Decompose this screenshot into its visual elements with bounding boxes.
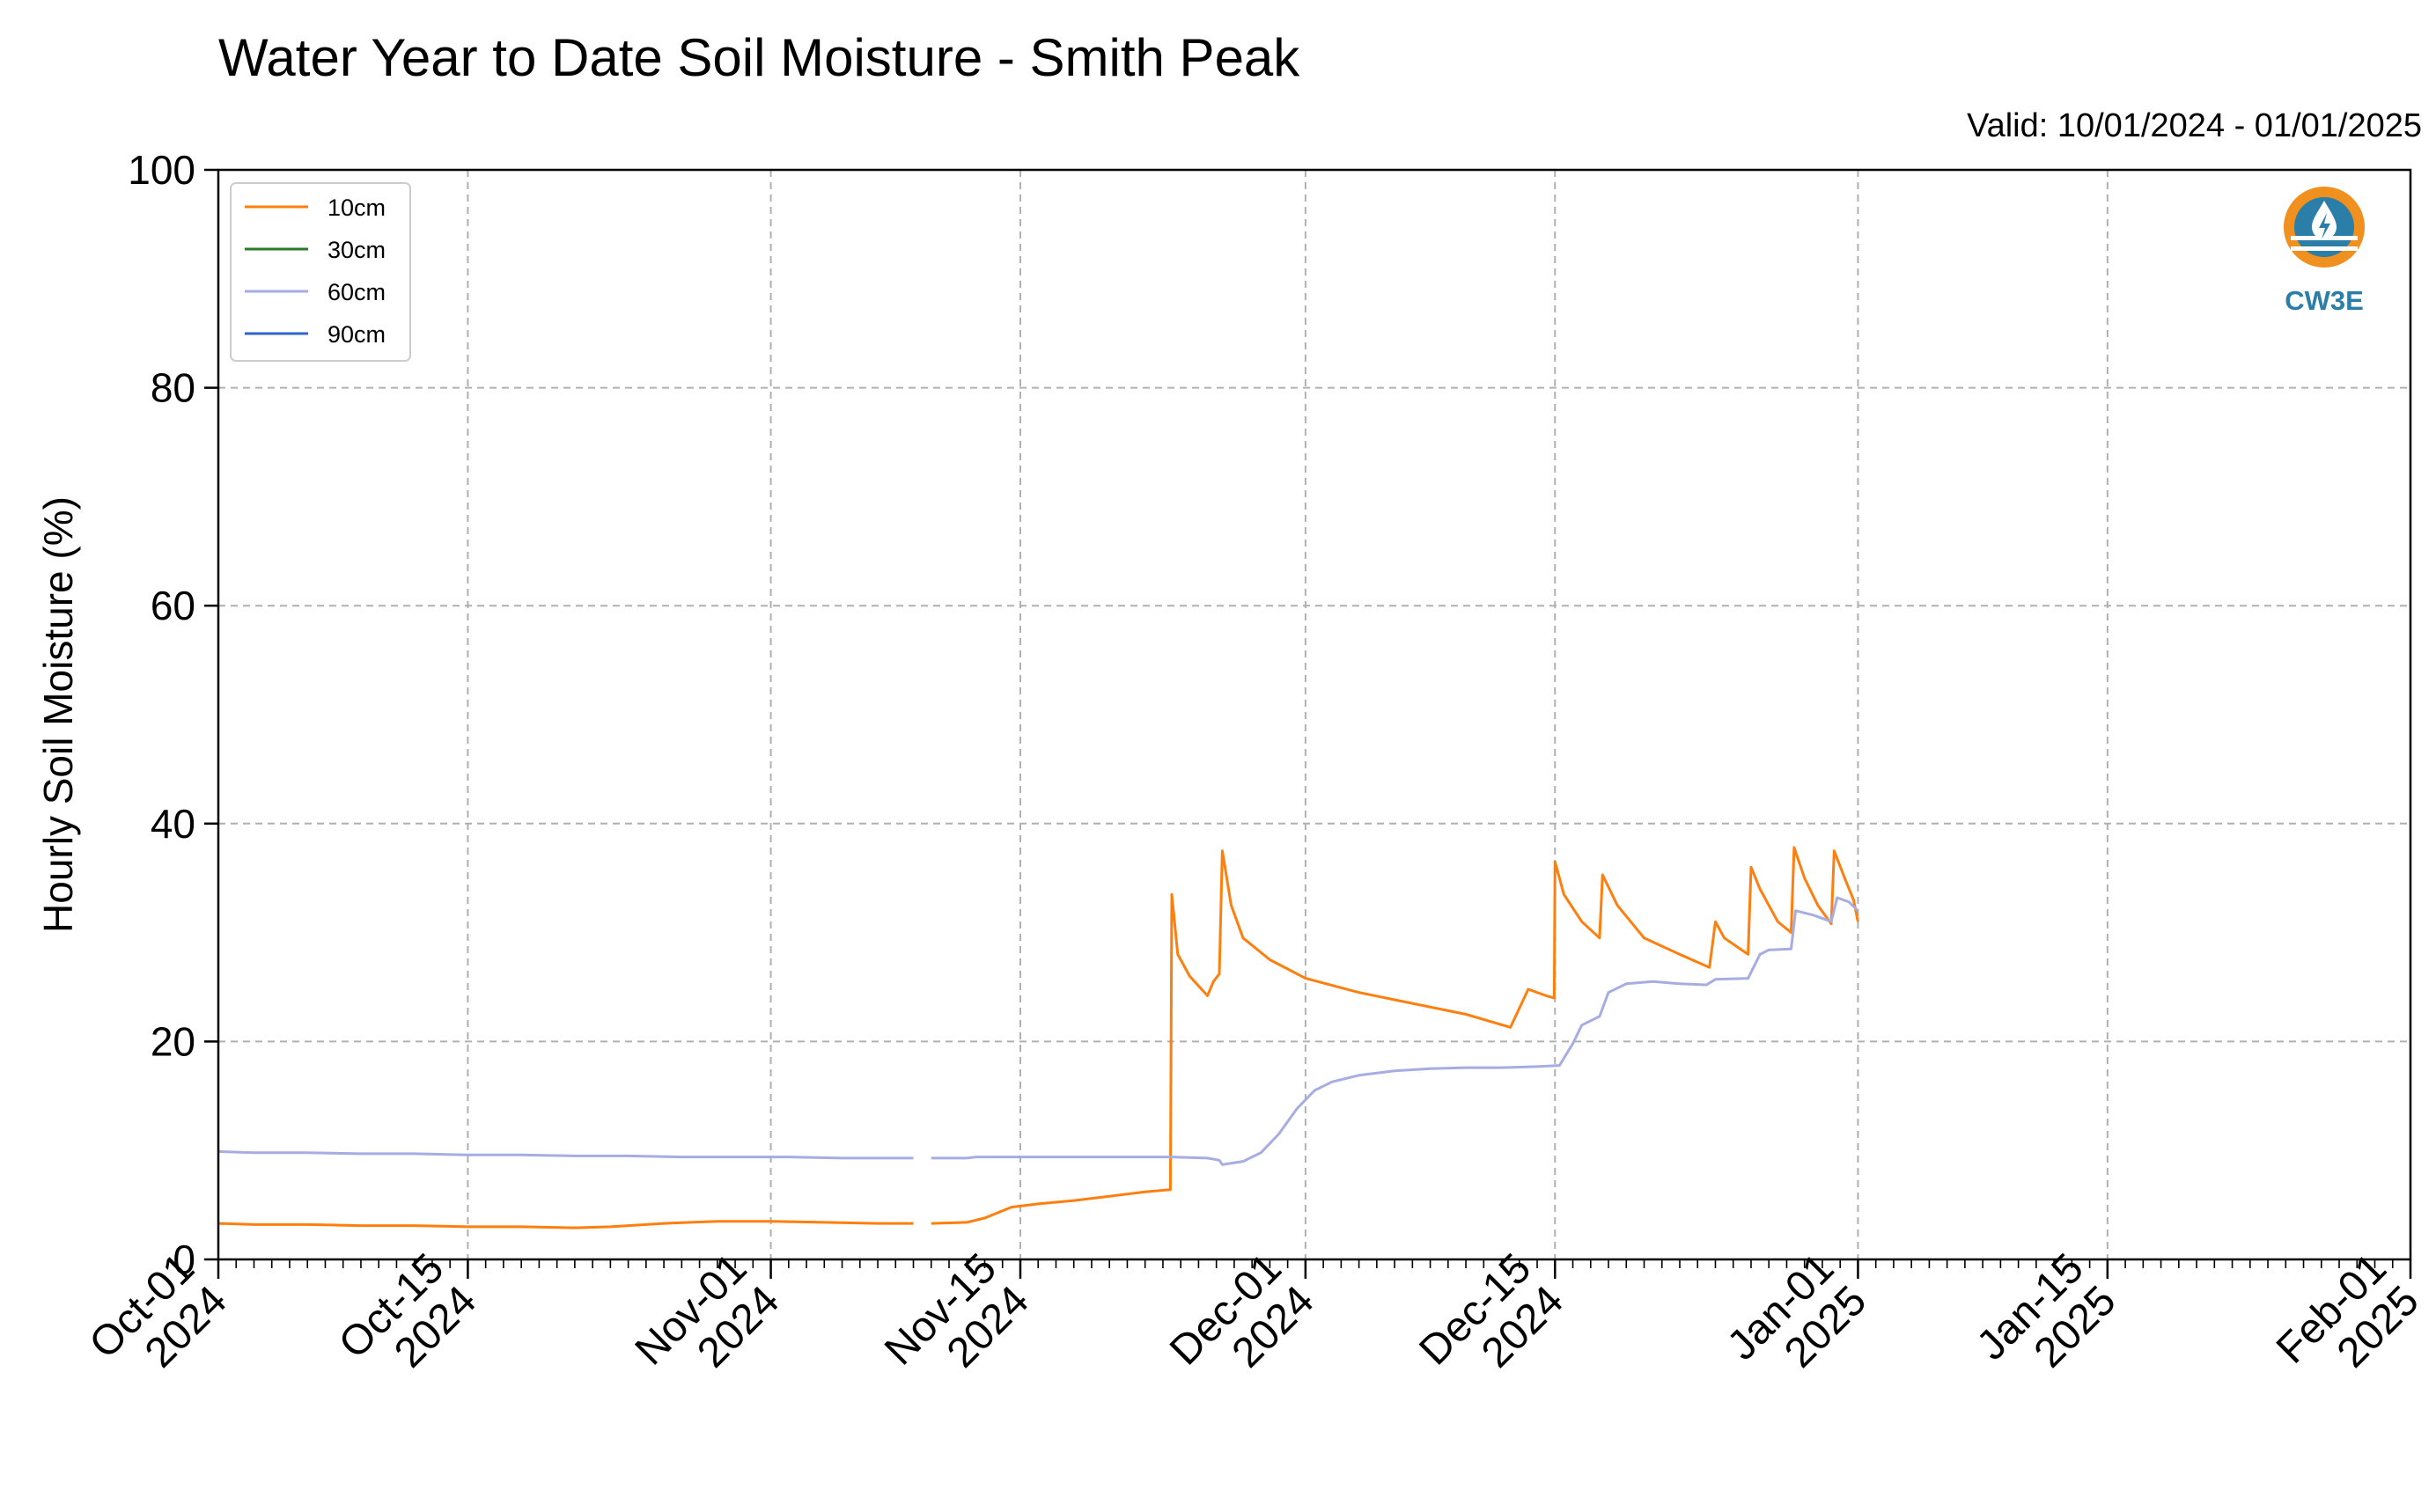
y-axis-label: Hourly Soil Moisture (%) (35, 496, 81, 933)
legend-entry-30cm: 30cm (245, 237, 386, 263)
y-tick-label: 20 (151, 1018, 195, 1064)
legend-entry-60cm: 60cm (245, 279, 386, 305)
series-lines (217, 846, 1859, 1229)
series-line-10cm (217, 846, 1859, 1229)
legend-entry-10cm: 10cm (245, 195, 386, 221)
legend-box (230, 182, 411, 362)
logo-wave-icon-2 (2291, 246, 2358, 251)
legend-label-30cm: 30cm (327, 237, 386, 263)
y-tick-label: 0 (173, 1237, 195, 1282)
lightning-icon (2319, 213, 2330, 239)
legend-label-90cm: 90cm (327, 321, 386, 348)
y-tick-label: 40 (151, 801, 195, 847)
cw3e-logo: CW3E (2284, 187, 2365, 316)
legend: 10cm 30cm 60cm 90cm (230, 182, 411, 362)
valid-date-range: Valid: 10/01/2024 - 01/01/2025 (1967, 107, 2422, 144)
y-tick-label: 80 (151, 365, 195, 411)
grid (217, 169, 2411, 1260)
logo-text: CW3E (2285, 285, 2364, 316)
y-tick-label: 60 (151, 583, 195, 628)
chart-title: Water Year to Date Soil Moisture - Smith… (218, 28, 1300, 87)
y-tick-label: 100 (128, 147, 195, 193)
legend-entry-90cm: 90cm (245, 321, 386, 348)
legend-label-60cm: 60cm (327, 279, 386, 305)
series-line-60cm (217, 896, 1859, 1166)
plot-frame (217, 168, 2412, 1261)
legend-label-10cm: 10cm (327, 195, 386, 221)
